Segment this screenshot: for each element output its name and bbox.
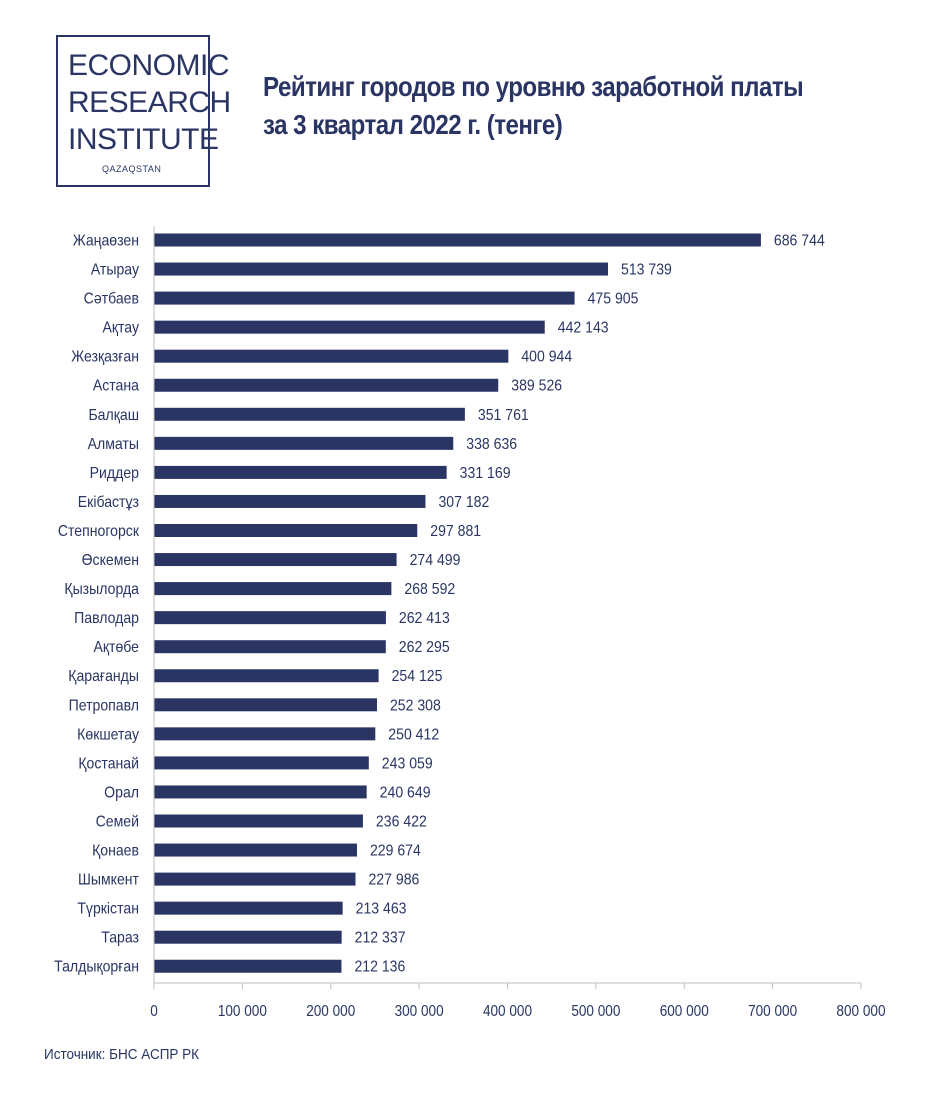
data-label: 262 413 (399, 609, 450, 627)
bar (154, 320, 545, 334)
data-label: 268 592 (404, 580, 455, 598)
category-label: Астана (93, 377, 140, 395)
data-label: 307 182 (438, 493, 489, 511)
bar (154, 524, 418, 537)
category-label: Қонаев (92, 842, 139, 860)
category-label: Семей (96, 813, 139, 831)
category-label: Степногорск (58, 522, 140, 540)
data-label: 243 059 (382, 755, 433, 773)
bar (154, 930, 342, 944)
data-label: 212 337 (355, 929, 406, 947)
bar (154, 901, 343, 915)
category-label: Екібастұз (78, 493, 139, 511)
bar (154, 843, 357, 857)
data-label: 250 412 (388, 726, 439, 744)
logo-line-2: RESEARCH (68, 86, 231, 119)
data-label: 227 986 (368, 871, 419, 889)
chart-title-line-2: за 3 квартал 2022 г. (тенге) (263, 109, 563, 140)
category-label: Ақтөбе (93, 638, 139, 656)
chart-title: Рейтинг городов по уровню заработной пла… (263, 68, 804, 144)
category-label: Қарағанды (68, 667, 139, 685)
data-label: 513 739 (621, 261, 672, 279)
category-label: Қызылорда (64, 580, 139, 598)
data-label: 240 649 (380, 784, 431, 802)
data-label: 389 526 (511, 377, 562, 395)
bar (154, 872, 356, 886)
data-label: 331 169 (460, 464, 511, 482)
data-label: 252 308 (390, 696, 441, 714)
bar (154, 349, 509, 363)
bar (154, 262, 609, 276)
x-tick-label: 800 000 (836, 1003, 885, 1020)
bar (154, 407, 465, 421)
data-label: 351 761 (478, 406, 529, 424)
category-label: Алматы (88, 435, 139, 453)
data-label: 213 463 (356, 900, 407, 918)
logo: ECONOMIC RESEARCH INSTITUTE QAZAQSTAN (56, 35, 231, 187)
data-label: 229 674 (370, 842, 421, 860)
chart-title-line-1: Рейтинг городов по уровню заработной пла… (263, 71, 804, 102)
category-label: Талдықорған (54, 958, 139, 976)
bar (154, 465, 447, 479)
category-label: Қостанай (78, 755, 139, 773)
bar (154, 582, 392, 596)
bar (154, 814, 363, 828)
category-label: Көкшетау (77, 726, 139, 744)
bar (154, 959, 342, 973)
bars-group: Жаңаөзен 686 744 Атырау 513 739 Сәтбаев 475 9… (54, 232, 825, 976)
bar (154, 233, 761, 247)
category-label: Өскемен (82, 551, 139, 569)
x-tick-label: 0 (150, 1003, 158, 1020)
category-label: Балқаш (88, 406, 139, 424)
category-label: Риддер (90, 464, 139, 482)
category-label: Шымкент (78, 871, 139, 889)
x-tick-label: 400 000 (483, 1003, 532, 1020)
data-label: 686 744 (774, 232, 825, 250)
x-axis-group: 0 100 000 200 000 300 000 400 000 500 000 600 … (150, 226, 886, 1020)
x-tick-label: 200 000 (306, 1003, 355, 1020)
bar (154, 378, 499, 392)
bar (154, 756, 369, 770)
data-label: 212 136 (354, 958, 405, 976)
category-label: Сәтбаев (84, 290, 139, 308)
data-label: 297 881 (430, 522, 481, 540)
category-label: Павлодар (74, 609, 139, 627)
bar (154, 611, 386, 625)
x-tick-label: 300 000 (395, 1003, 444, 1020)
data-label: 442 143 (558, 319, 609, 337)
data-label: 400 944 (521, 348, 572, 366)
logo-subtitle: QAZAQSTAN (102, 164, 162, 174)
category-label: Жаңаөзен (73, 232, 139, 250)
data-label: 338 636 (466, 435, 517, 453)
category-label: Түркістан (77, 900, 139, 918)
category-label: Жезқазған (71, 348, 139, 366)
bar (154, 669, 379, 683)
bar (154, 698, 377, 712)
bar (154, 785, 367, 799)
data-label: 254 125 (392, 667, 443, 685)
bar (154, 436, 454, 450)
x-tick-label: 500 000 (571, 1003, 620, 1020)
category-label: Тараз (101, 929, 139, 947)
bar (154, 727, 376, 741)
bar (154, 553, 397, 567)
category-label: Атырау (91, 261, 140, 279)
logo-line-1: ECONOMIC (68, 49, 230, 82)
x-tick-label: 700 000 (748, 1003, 797, 1020)
category-label: Ақтау (102, 319, 139, 337)
data-label: 262 295 (399, 638, 450, 656)
category-label: Орал (104, 784, 139, 802)
x-tick-label: 100 000 (218, 1003, 267, 1020)
data-label: 274 499 (410, 551, 461, 569)
source-note: Источник: БНС АСПР РК (44, 1046, 200, 1063)
bar (154, 494, 426, 508)
bar (154, 640, 386, 654)
category-label: Петропавл (69, 696, 139, 714)
data-label: 475 905 (588, 290, 639, 308)
bar (154, 291, 575, 305)
data-label: 236 422 (376, 813, 427, 831)
x-tick-label: 600 000 (660, 1003, 709, 1020)
logo-line-3: INSTITUTE (68, 123, 219, 156)
